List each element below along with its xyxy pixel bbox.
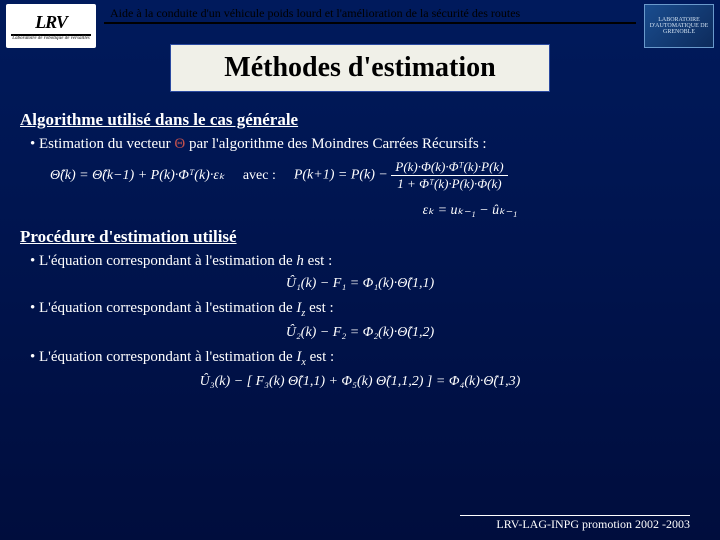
section2-bullet3: • L'équation correspondant à l'estimatio… (30, 349, 700, 368)
fraction: P(k)·Φ(k)·Φᵀ(k)·P(k) 1 + Φᵀ(k)·P(k)·Φ(k) (391, 159, 507, 192)
eq-row-1: Θ̂(k) = Θ̂(k−1) + P(k)·Φᵀ(k)·εₖ avec : P… (50, 159, 700, 192)
logo-lag-text: LABORATOIRE D'AUTOMATIQUE DE GRENOBLE (645, 17, 713, 35)
frac-num: P(k)·Φ(k)·Φᵀ(k)·P(k) (391, 159, 507, 176)
footer-rule (460, 515, 690, 517)
logo-lrv-text: LRV (35, 12, 67, 33)
theta-hat-icon: Θ (174, 136, 185, 152)
section2-bullet1: • L'équation correspondant à l'estimatio… (30, 253, 700, 270)
eq-h: Û₁(k) − F₁ = Φ₁(k)·Θ̂(1,1) (20, 276, 700, 292)
logo-lag: LABORATOIRE D'AUTOMATIQUE DE GRENOBLE (644, 4, 714, 48)
s2b2-pre: • L'équation correspondant à l'estimatio… (30, 300, 296, 316)
frac-den: 1 + Φᵀ(k)·P(k)·Φ(k) (393, 176, 505, 192)
eq-iz: Û₂(k) − F₂ = Φ₂(k)·Θ̂(1,2) (20, 325, 700, 341)
s2b1-pre: • L'équation correspondant à l'estimatio… (30, 253, 296, 269)
eq-ix: Û₃(k) − [ F₃(k) Θ̂(1,1) + Φ₅(k) Θ̂(1,1,2… (20, 374, 700, 390)
eq-epsilon: εₖ = uₖ₋₁ − ûₖ₋₁ (240, 202, 700, 219)
footer-text: LRV-LAG-INPG promotion 2002 -2003 (496, 517, 690, 532)
slide-title: Méthodes d'estimation (224, 52, 495, 84)
eq-p-update: P(k+1) = P(k) − P(k)·Φ(k)·Φᵀ(k)·P(k) 1 +… (294, 159, 508, 192)
s2b1-var: h (296, 253, 304, 269)
logo-lrv-sub: Laboratoire de robotique de versailles (12, 36, 90, 41)
section2-bullet2: • L'équation correspondant à l'estimatio… (30, 300, 700, 319)
header-rule (104, 22, 636, 24)
logo-lrv: LRV Laboratoire de robotique de versaill… (6, 4, 96, 48)
slide-header: LRV Laboratoire de robotique de versaill… (0, 0, 720, 50)
header-subtitle: Aide à la conduite d'un véhicule poids l… (110, 6, 520, 21)
s2b3-post: est : (306, 349, 334, 365)
section1-bullet1: • Estimation du vecteur Θ par l'algorith… (30, 136, 700, 153)
content-area: Algorithme utilisé dans le cas générale … (20, 110, 700, 510)
eq-theta-update: Θ̂(k) = Θ̂(k−1) + P(k)·Φᵀ(k)·εₖ (50, 167, 225, 184)
title-box: Méthodes d'estimation (170, 44, 550, 92)
section2-heading: Procédure d'estimation utilisé (20, 227, 700, 247)
section1-heading: Algorithme utilisé dans le cas générale (20, 110, 700, 130)
eq-p-lhs: P(k+1) = P(k) − (294, 168, 388, 183)
avec-label: avec : (243, 168, 276, 184)
s2b1-post: est : (304, 253, 332, 269)
s2b2-post: est : (305, 300, 333, 316)
b1-pre: • Estimation du vecteur (30, 136, 174, 152)
b1-post: par l'algorithme des Moindres Carrées Ré… (185, 136, 486, 152)
s2b3-pre: • L'équation correspondant à l'estimatio… (30, 349, 296, 365)
